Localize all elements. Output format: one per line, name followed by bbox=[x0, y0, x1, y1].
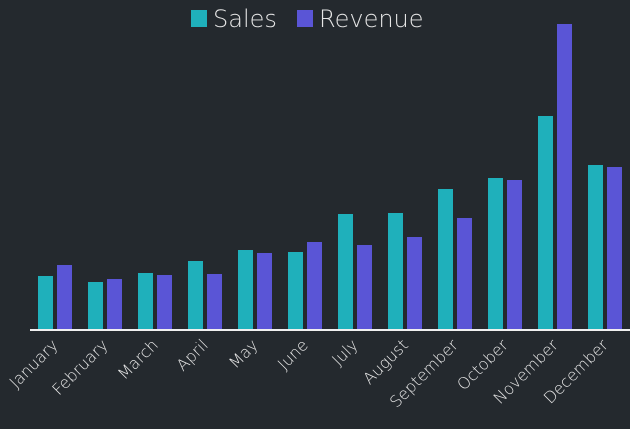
bar bbox=[557, 24, 572, 330]
bar bbox=[488, 178, 503, 330]
legend-swatch bbox=[297, 10, 313, 27]
bar bbox=[57, 265, 72, 330]
bar bbox=[338, 214, 353, 330]
bar bbox=[38, 276, 53, 330]
bar bbox=[107, 279, 122, 330]
bar bbox=[257, 253, 272, 330]
bar bbox=[538, 116, 553, 330]
bar bbox=[607, 167, 622, 330]
bar bbox=[157, 275, 172, 330]
bar bbox=[188, 261, 203, 330]
bar bbox=[438, 189, 453, 330]
bar bbox=[507, 180, 522, 330]
bar bbox=[207, 274, 222, 330]
bar bbox=[88, 282, 103, 330]
bar bbox=[588, 165, 603, 330]
bar bbox=[138, 273, 153, 330]
legend-swatch bbox=[191, 10, 207, 27]
bar bbox=[407, 237, 422, 330]
bar bbox=[238, 250, 253, 330]
bar bbox=[288, 252, 303, 330]
bar bbox=[307, 242, 322, 330]
bar bbox=[357, 245, 372, 330]
bar bbox=[388, 213, 403, 330]
bar bbox=[457, 218, 472, 330]
legend-label: Sales bbox=[213, 5, 277, 33]
legend-label: Revenue bbox=[319, 5, 424, 33]
